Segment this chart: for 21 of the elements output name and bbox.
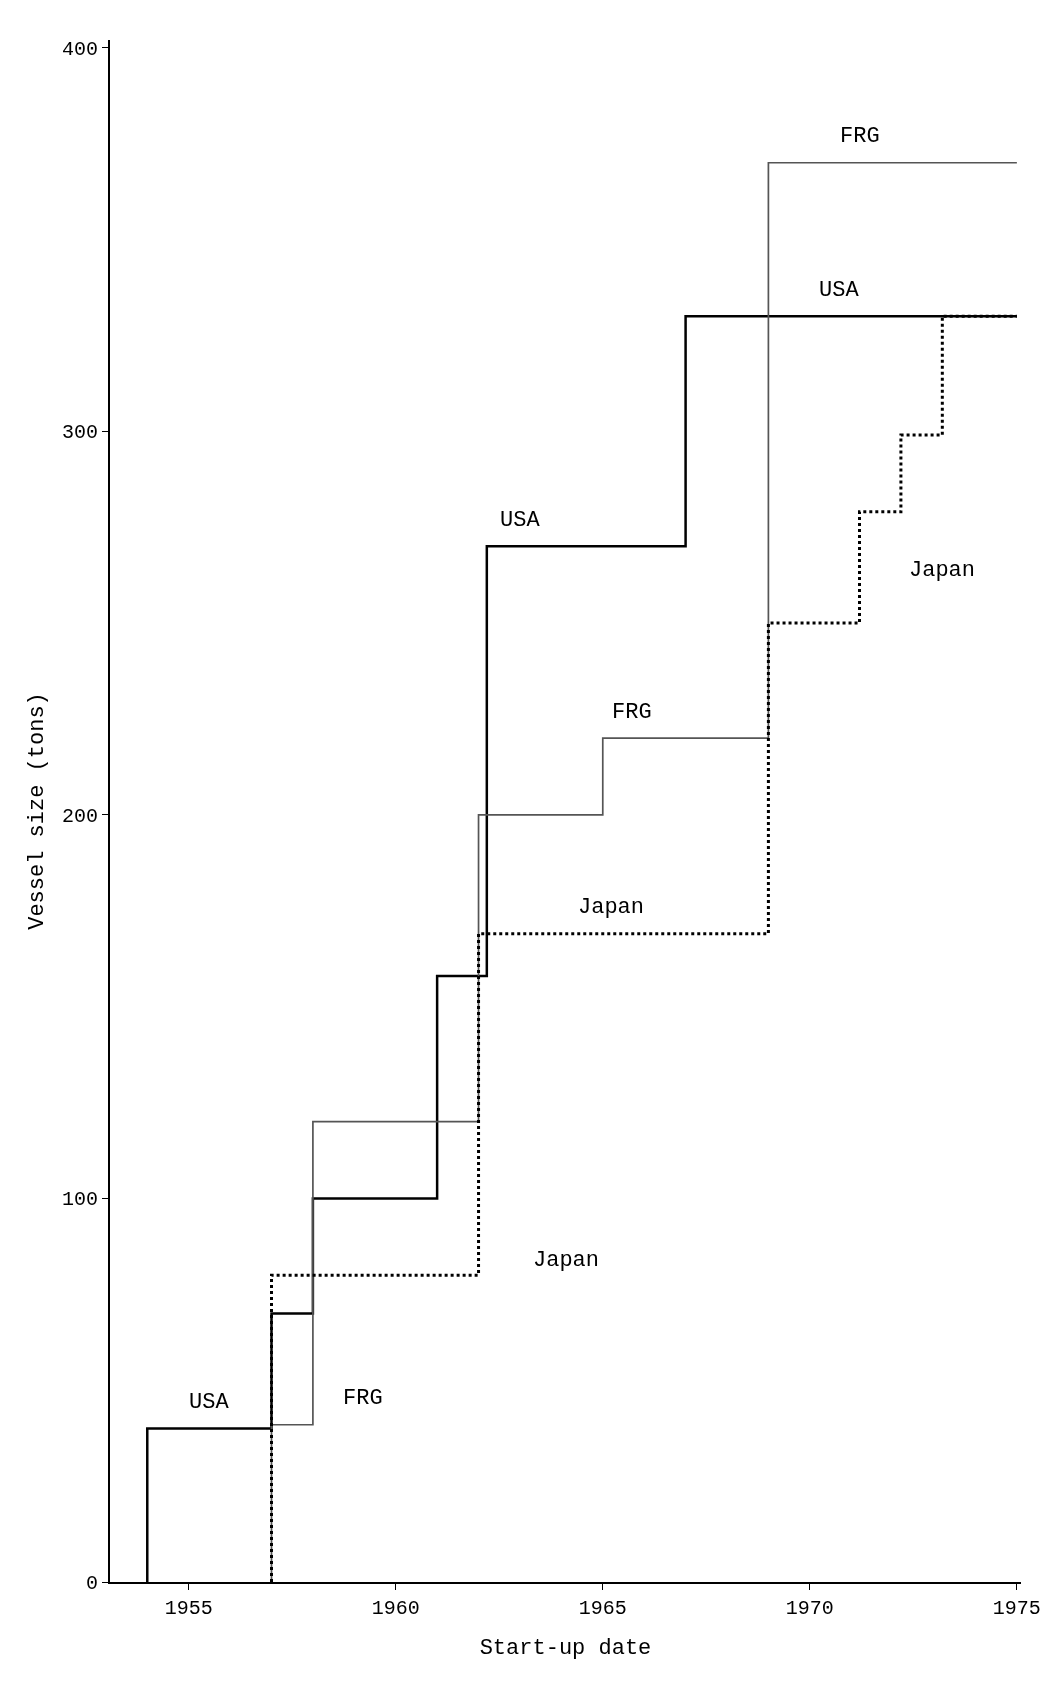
y-axis-title: Vessel size (tons): [25, 692, 51, 930]
y-tick-label: 100: [61, 1188, 98, 1212]
x-tick-label: 1975: [992, 1597, 1041, 1620]
text: FRG: [343, 1386, 383, 1411]
text: Japan: [909, 558, 976, 583]
series-label: USA: [819, 278, 860, 303]
x-tick-label: 1960: [371, 1597, 420, 1620]
y-tick-label: 200: [61, 804, 98, 828]
x-axis-title: Start-up date: [479, 1636, 652, 1662]
x-tick-label: 1955: [164, 1597, 213, 1620]
text: Japan: [533, 1248, 600, 1273]
y-tick-label: 0: [85, 1572, 98, 1595]
series-label: Japan: [578, 895, 645, 920]
text: USA: [189, 1390, 229, 1415]
y-tick-label: 400: [61, 37, 98, 61]
y-tick-label: 300: [61, 421, 98, 445]
text: USA: [500, 508, 540, 533]
x-tick-label: 1965: [578, 1597, 627, 1620]
text: FRG: [840, 124, 880, 149]
x-tick-label: 1970: [785, 1597, 834, 1620]
series-label: FRG: [612, 700, 652, 725]
